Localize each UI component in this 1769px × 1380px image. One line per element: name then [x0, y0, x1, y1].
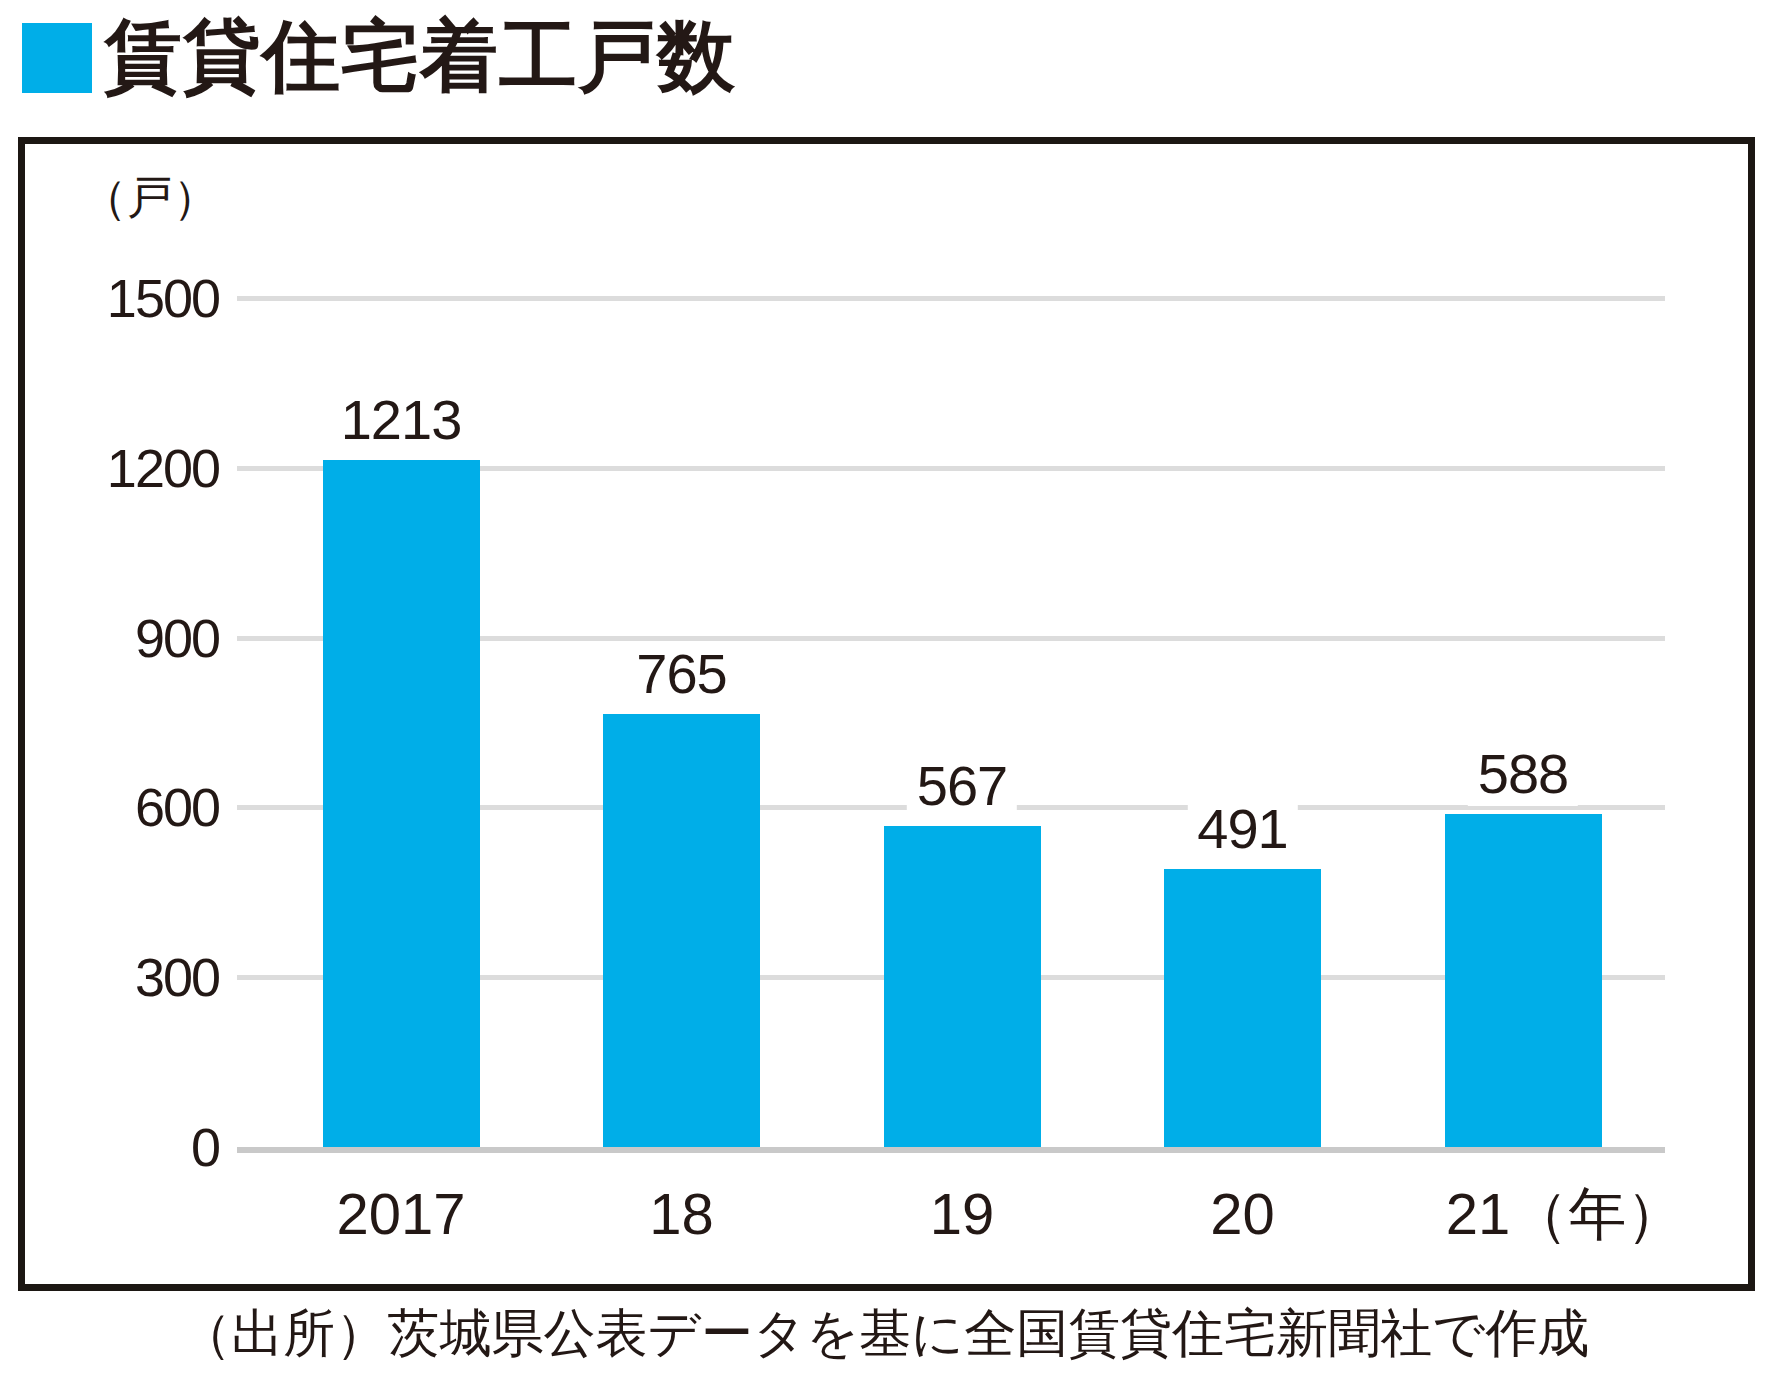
bar — [1164, 869, 1321, 1147]
gridline — [237, 296, 1665, 301]
x-tick-label: 19 — [930, 1183, 995, 1245]
y-tick-label: 300 — [0, 948, 219, 1006]
bar-value-label: 491 — [1187, 797, 1297, 861]
bar-value-label: 567 — [907, 754, 1017, 818]
bar — [884, 826, 1041, 1147]
y-tick-label: 900 — [0, 609, 219, 667]
title-marker-square — [22, 23, 92, 93]
bar-value-label: 1213 — [331, 388, 472, 452]
chart-title: 賃貸住宅着工戸数 — [104, 10, 736, 102]
bar-chart-figure: 賃貸住宅着工戸数 （戸） 0 300 600 900 1200 1500 1213 2017 7… — [0, 0, 1769, 1380]
y-axis-unit-label: （戸） — [0, 172, 219, 222]
source-attribution: （出所）茨城県公表データを基に全国賃貸住宅新聞社で作成 — [0, 1303, 1769, 1363]
x-axis-baseline — [237, 1147, 1665, 1153]
x-tick-label: 18 — [649, 1183, 714, 1245]
bar — [603, 714, 760, 1147]
bar — [1445, 814, 1602, 1147]
x-tick-label: 21（年） — [1446, 1183, 1685, 1245]
bar — [323, 460, 480, 1147]
x-tick-label: 20 — [1210, 1183, 1275, 1245]
bar-value-label: 588 — [1468, 742, 1578, 806]
x-tick-label: 2017 — [336, 1183, 465, 1245]
y-tick-label: 1500 — [0, 269, 219, 327]
y-tick-label: 0 — [0, 1118, 219, 1176]
y-tick-label: 1200 — [0, 439, 219, 497]
bar-value-label: 765 — [626, 642, 736, 706]
y-tick-label: 600 — [0, 778, 219, 836]
